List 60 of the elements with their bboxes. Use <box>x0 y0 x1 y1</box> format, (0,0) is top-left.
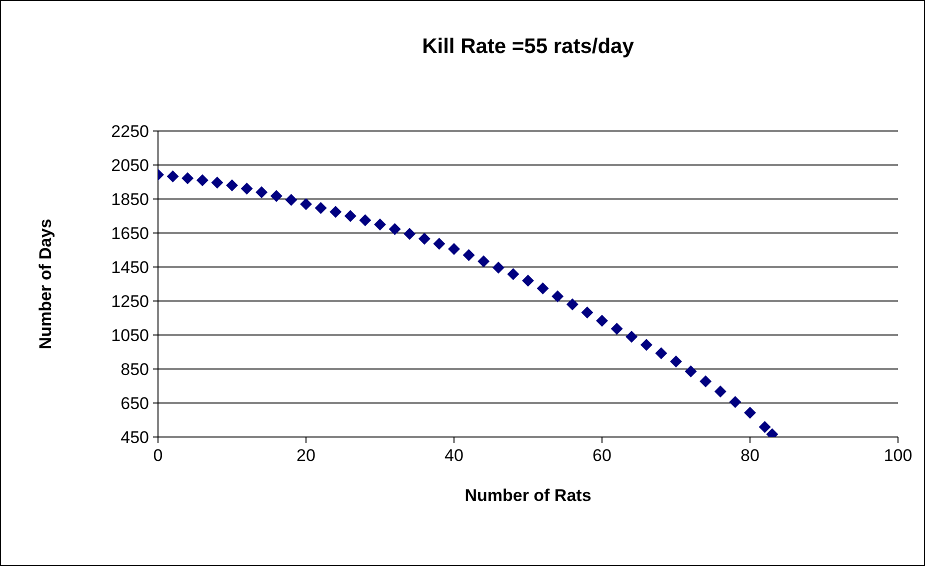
x-tick-label: 20 <box>296 446 316 466</box>
y-tick-label: 1650 <box>111 224 149 244</box>
point <box>610 322 623 335</box>
point <box>536 282 549 294</box>
point <box>388 223 401 236</box>
point <box>256 186 268 198</box>
point <box>226 179 238 192</box>
point <box>404 228 416 240</box>
x-tick-label: 80 <box>740 446 760 466</box>
point <box>640 338 652 351</box>
point <box>700 375 712 388</box>
y-tick-label: 850 <box>120 360 149 380</box>
point <box>507 268 520 280</box>
point <box>492 262 504 274</box>
point <box>374 218 386 230</box>
point <box>581 306 594 319</box>
x-tick-label: 100 <box>884 446 912 466</box>
point <box>285 194 298 206</box>
point <box>182 172 194 184</box>
y-tick-label: 2250 <box>111 122 149 142</box>
point <box>166 170 179 182</box>
point <box>433 238 446 250</box>
point <box>418 232 430 245</box>
y-axis-title: Number of Days <box>36 218 56 350</box>
point <box>240 182 253 195</box>
point <box>670 356 682 368</box>
y-tick-label: 1850 <box>111 190 149 210</box>
point <box>758 420 771 433</box>
point <box>684 365 697 378</box>
point <box>211 176 224 189</box>
point <box>330 206 342 218</box>
point <box>359 214 372 226</box>
point <box>196 174 208 186</box>
point <box>714 385 726 398</box>
chart-title: Kill Rate =55 rats/day <box>421 35 635 59</box>
point <box>626 330 638 343</box>
point <box>448 242 460 255</box>
point <box>552 290 564 302</box>
y-tick-label: 1250 <box>111 292 149 312</box>
point <box>744 406 756 419</box>
y-tick-label: 1050 <box>111 326 149 346</box>
point <box>729 396 742 408</box>
point <box>462 249 475 262</box>
point <box>596 314 608 327</box>
y-tick-label: 1450 <box>111 258 149 278</box>
x-tick-label: 60 <box>592 446 612 466</box>
y-tick-label: 650 <box>120 394 149 414</box>
x-tick-label: 40 <box>444 446 464 466</box>
point <box>270 190 282 202</box>
point <box>566 298 578 310</box>
point <box>655 347 668 360</box>
point <box>478 255 490 268</box>
point <box>522 274 534 287</box>
x-tick-label: 0 <box>153 446 163 466</box>
x-axis-title: Number of Rats <box>464 486 592 506</box>
point <box>344 210 356 222</box>
point <box>314 202 327 214</box>
y-tick-label: 2050 <box>111 156 149 176</box>
y-tick-label: 450 <box>120 428 149 448</box>
point <box>300 198 312 210</box>
